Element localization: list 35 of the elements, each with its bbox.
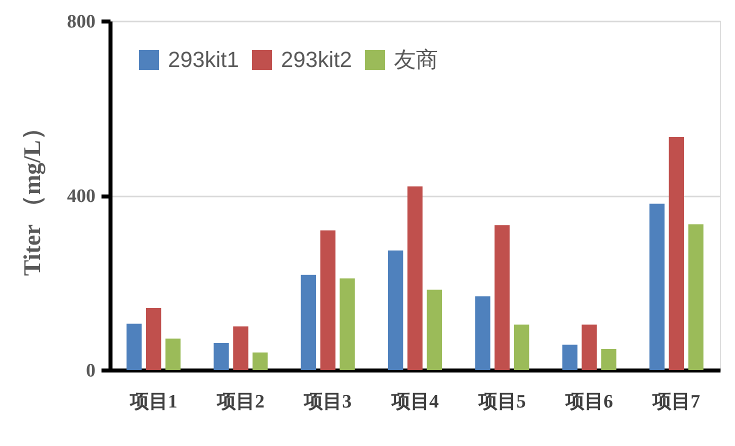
bar [582,324,597,370]
bar [233,326,248,370]
legend-label: 293kit1 [168,47,239,72]
x-tick-label: 项目4 [390,392,440,412]
x-tick-label: 项目7 [652,392,701,412]
bar [668,137,684,370]
bar [494,225,510,370]
bar [165,338,181,370]
bar [514,324,530,370]
y-tick-label: 400 [67,186,96,207]
x-tick-label: 项目5 [477,392,526,412]
x-tick-label: 项目6 [564,392,614,412]
bar [388,250,404,370]
y-axis-title: Titer （mg/L） [20,116,46,276]
bar [562,344,578,370]
bar [252,352,268,370]
bar [426,290,442,370]
bar [601,349,616,370]
legend-label: 293kit2 [281,47,352,72]
legend-label: 友商 [394,47,438,72]
x-tick-label: 项目2 [216,392,264,412]
y-tick-label: 800 [67,12,96,32]
bar [146,308,162,370]
x-tick-label: 项目1 [128,392,178,412]
bar [300,274,316,370]
bar [649,204,665,370]
x-tick-label: 项目3 [303,392,352,412]
bar [407,186,423,370]
y-tick-label: 0 [86,360,96,382]
bar [214,342,229,370]
bar [688,224,704,370]
bar [340,278,355,370]
bar [475,296,490,370]
bar [126,324,142,370]
bar [320,230,336,370]
